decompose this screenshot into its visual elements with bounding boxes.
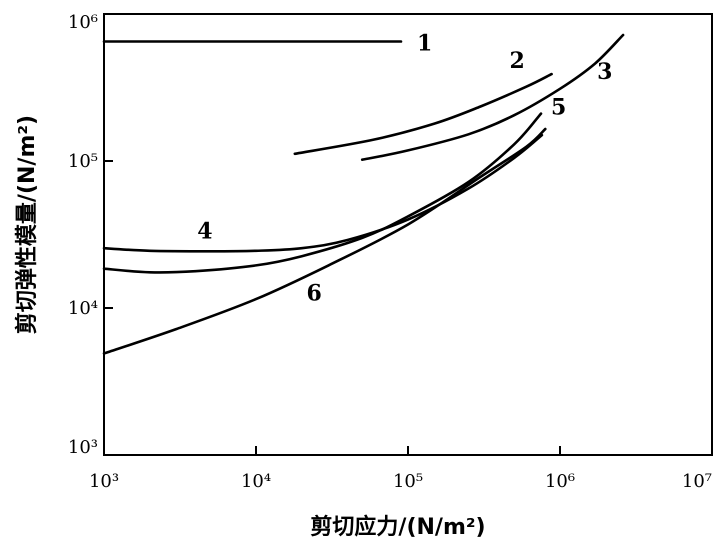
series-line-6 xyxy=(102,127,547,355)
series-line-3 xyxy=(360,33,625,161)
series-line-4 xyxy=(102,133,544,253)
series-label-6: 6 xyxy=(307,280,322,306)
x-tick-label: 10⁶ xyxy=(545,471,575,492)
plot-frame xyxy=(103,13,713,456)
y-tick-label: 10⁶ xyxy=(68,12,98,33)
series-label-5: 5 xyxy=(551,95,566,121)
series-label-1: 1 xyxy=(417,31,432,57)
axes xyxy=(103,13,713,456)
series-label-4: 4 xyxy=(197,218,212,244)
x-tick-label: 10⁴ xyxy=(241,471,271,492)
series-label-3: 3 xyxy=(597,59,612,85)
y-tick-label: 10⁵ xyxy=(68,151,98,172)
series-label-2: 2 xyxy=(510,48,525,74)
x-tick-label: 10⁷ xyxy=(682,471,712,492)
x-axis-title: 剪切应力/(N/m²) xyxy=(310,514,485,540)
x-tick-label: 10³ xyxy=(89,471,119,492)
series-line-2 xyxy=(293,72,553,156)
series-group xyxy=(102,33,625,355)
x-tick-label: 10⁵ xyxy=(393,471,423,492)
y-tick-label: 10³ xyxy=(68,437,98,458)
series-line-5 xyxy=(102,112,543,274)
labels: 10³ 10⁴ 10⁵ 10⁶ 10⁷ 10³ 10⁴ 10⁵ 10⁶ 剪切应力/(N/m²) 剪切… xyxy=(14,12,712,540)
y-axis-title: 剪切弹性模量/(N/m²) xyxy=(14,115,40,334)
y-tick-label: 10⁴ xyxy=(68,298,98,319)
